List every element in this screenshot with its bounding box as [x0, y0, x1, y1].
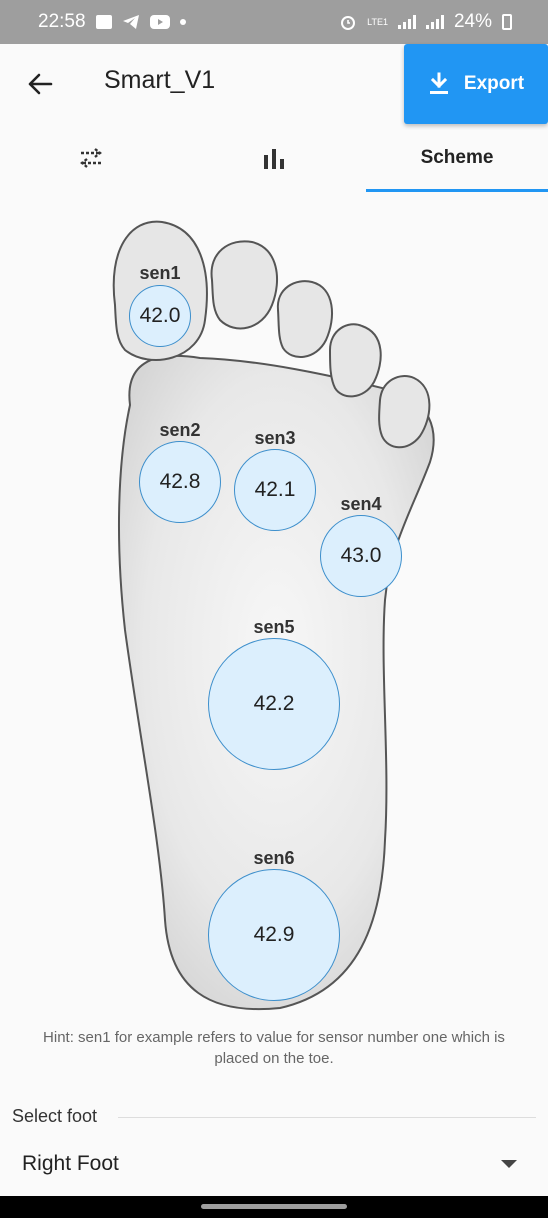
- status-right: LTE1 24%: [339, 11, 512, 33]
- status-time: 22:58: [38, 11, 86, 32]
- home-handle[interactable]: [201, 1204, 347, 1209]
- hint-text: Hint: sen1 for example refers to value f…: [43, 1029, 505, 1067]
- status-left: 22:58: [38, 11, 186, 33]
- back-button[interactable]: [20, 64, 60, 104]
- sensor-value: 42.1: [234, 449, 316, 531]
- sensor-value: 42.9: [208, 869, 340, 1001]
- export-label: Export: [463, 73, 525, 94]
- battery-icon: [502, 14, 512, 30]
- bar-chart-icon: [264, 149, 284, 169]
- youtube-icon: [149, 15, 170, 29]
- sensor-value: 42.8: [139, 441, 221, 523]
- swap-arrows-icon: [80, 148, 102, 168]
- signal-2-icon: [425, 15, 444, 29]
- foot-scheme: sen1 42.0 sen2 42.8 sen3 42.1 sen4 43.0 …: [0, 200, 548, 1020]
- tab-indicator: [366, 189, 548, 192]
- export-button[interactable]: Export: [404, 44, 548, 124]
- download-icon: [429, 72, 448, 94]
- network-label: LTE1: [367, 16, 388, 27]
- tab-scheme[interactable]: Scheme: [366, 124, 548, 192]
- app-bar: Smart_V1 Export: [0, 44, 548, 124]
- status-bar: 22:58 LTE1 24%: [0, 0, 548, 44]
- tab-bar: Scheme: [0, 124, 548, 192]
- sensor-value: 43.0: [320, 515, 402, 597]
- battery-percent: 24%: [453, 11, 492, 32]
- gallery-icon: [95, 15, 112, 29]
- sensor-label: sen5: [253, 617, 295, 637]
- divider: [118, 1117, 536, 1118]
- sensor-label: sen6: [253, 848, 295, 868]
- arrow-left-icon: [28, 73, 53, 95]
- sensor-value: 42.2: [208, 638, 340, 770]
- foot-select-value: Right Foot: [22, 1152, 119, 1175]
- notification-dot-icon: [179, 19, 186, 25]
- navigation-bar: [0, 1196, 548, 1218]
- select-foot-label: Select foot: [12, 1106, 98, 1126]
- tab-transfer[interactable]: [0, 124, 182, 192]
- sensor-label: sen4: [340, 494, 382, 514]
- sensor-label: sen1: [139, 263, 181, 283]
- telegram-icon: [122, 15, 139, 29]
- sensor-label: sen2: [159, 420, 201, 440]
- sensor-label: sen3: [254, 428, 296, 448]
- tab-scheme-label: Scheme: [420, 147, 494, 168]
- foot-select[interactable]: Right Foot: [0, 1140, 548, 1190]
- tab-chart[interactable]: [183, 124, 365, 192]
- sensor-value: 42.0: [129, 285, 191, 347]
- page-title: Smart_V1: [104, 66, 216, 94]
- alarm-icon: [341, 16, 356, 30]
- signal-icon: [397, 15, 416, 29]
- chevron-down-icon: [501, 1160, 517, 1168]
